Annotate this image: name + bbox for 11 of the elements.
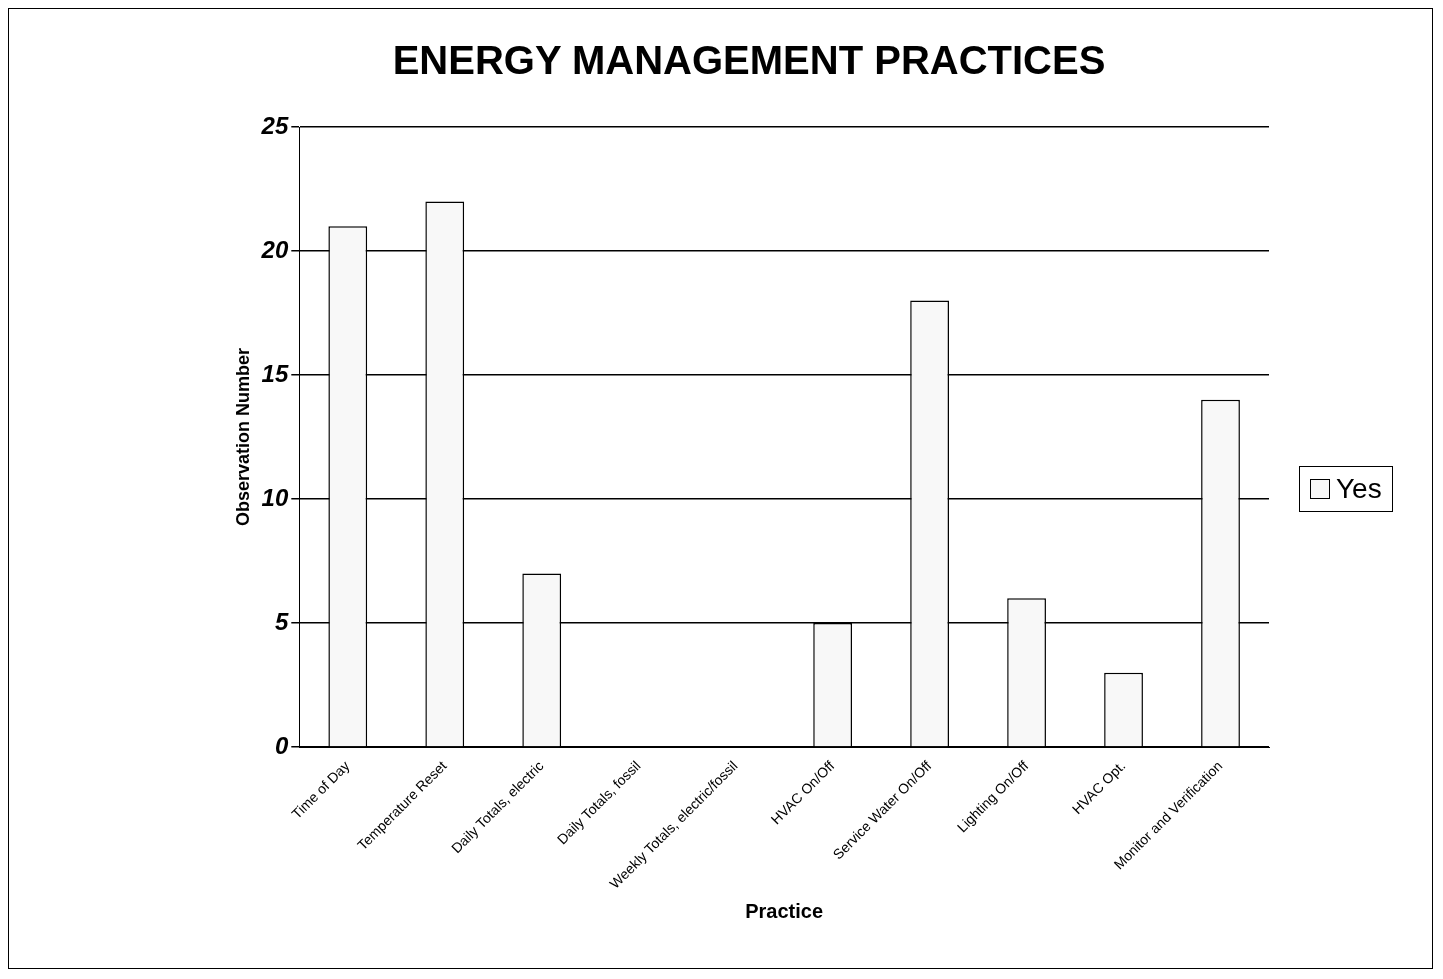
x-axis-title: Practice (745, 899, 824, 922)
x-tick-label: Time of Day (288, 757, 353, 822)
y-tick-label: 25 (260, 111, 289, 139)
chart-title: ENERGY MANAGEMENT PRACTICES (392, 38, 1106, 83)
y-tick-label: 15 (261, 359, 289, 387)
y-tick-label: 10 (261, 483, 289, 511)
y-tick-label: 5 (274, 607, 289, 635)
y-tick-label: 0 (274, 731, 289, 759)
text: Yes (1336, 472, 1382, 505)
y-axis-title: Observation Number (232, 348, 253, 527)
y-tick-label: 20 (260, 235, 289, 263)
